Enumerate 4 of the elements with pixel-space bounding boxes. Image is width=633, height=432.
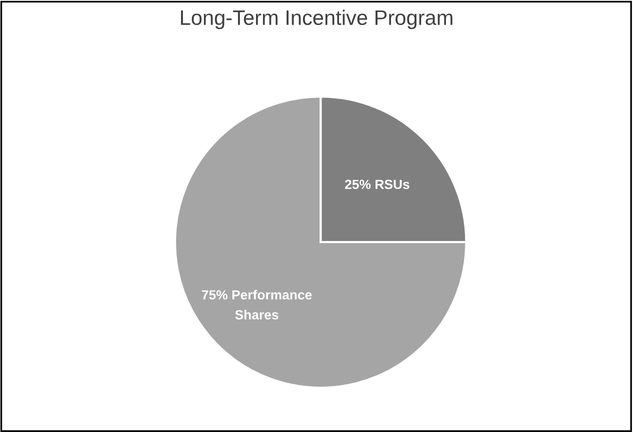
- pie-slice: [174, 96, 468, 389]
- slice-label: 25% RSUs: [345, 180, 410, 190]
- chart-title: Long-Term Incentive Program: [181, 10, 452, 30]
- slice-label: 75% Performance Shares: [202, 290, 312, 320]
